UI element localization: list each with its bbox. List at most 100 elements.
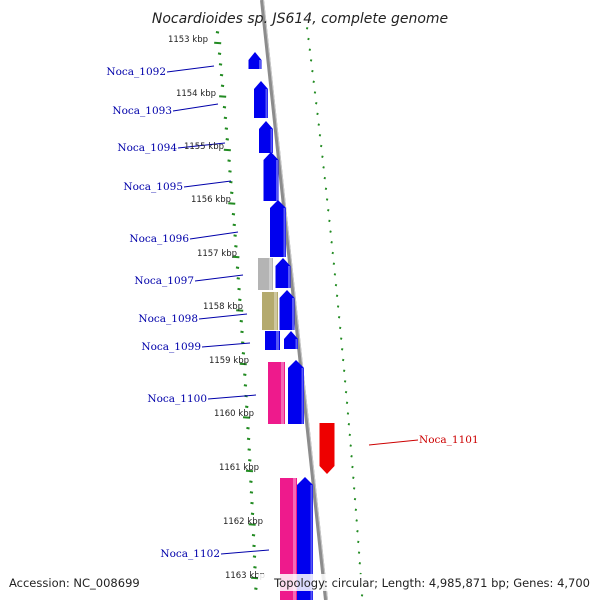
scale-tick xyxy=(337,315,341,319)
scale-tick xyxy=(250,512,255,516)
gene-noca-1101 xyxy=(319,423,335,474)
scale-tick xyxy=(316,112,319,116)
scale-tick xyxy=(324,187,328,191)
scale-tick xyxy=(253,566,257,569)
leader-noca-1099 xyxy=(201,342,251,348)
label-leader-lines xyxy=(166,65,419,555)
gene-noca-1093 xyxy=(254,81,268,118)
gene-features xyxy=(248,52,335,600)
scale-tick xyxy=(352,487,356,490)
scale-tick xyxy=(331,251,334,255)
gene-noca-1094 xyxy=(259,121,273,153)
scale-tick xyxy=(339,337,343,340)
scale-tick xyxy=(249,491,254,494)
gene-noca-1099-strand xyxy=(284,331,298,349)
scale-tick xyxy=(237,287,241,291)
scale-tick xyxy=(307,37,310,41)
gene-label-noca-1097[interactable]: Noca_1097 xyxy=(134,275,194,287)
gene-label-noca-1098[interactable]: Noca_1098 xyxy=(138,313,198,325)
scale-tick xyxy=(222,105,227,109)
scale-tick xyxy=(323,176,326,180)
scale-tick xyxy=(254,587,258,590)
scale-tick xyxy=(356,529,359,533)
scale-tick xyxy=(243,373,247,376)
scale-tick xyxy=(351,465,354,469)
scale-tick xyxy=(343,380,347,383)
scale-tick xyxy=(247,448,251,451)
gene-labels: Noca_1092 Noca_1093 Noca_1094 Noca_1095 … xyxy=(106,66,478,560)
scale-tick xyxy=(317,123,320,126)
scale-tick xyxy=(234,245,238,248)
scale-tick xyxy=(349,444,352,447)
scale-tick xyxy=(246,437,251,441)
scale-tick xyxy=(239,362,247,366)
gene-label-noca-1093[interactable]: Noca_1093 xyxy=(112,105,172,117)
gene-label-noca-1100[interactable]: Noca_1100 xyxy=(147,393,207,405)
leader-noca-1098 xyxy=(198,313,248,320)
scale-tick xyxy=(230,191,234,195)
scale-tick xyxy=(227,159,231,162)
scale-tick xyxy=(239,319,244,323)
scale-label: 1155 kbp xyxy=(184,142,224,152)
scale-tick xyxy=(353,497,357,501)
leader-noca-1094 xyxy=(177,142,226,149)
gene-label-noca-1094[interactable]: Noca_1094 xyxy=(117,142,177,154)
scale-tick xyxy=(347,422,351,426)
scale-tick xyxy=(219,73,224,77)
scale-label: 1160 kbp xyxy=(214,409,254,419)
scale-tick xyxy=(240,341,245,344)
gene-noca-1097-strand xyxy=(275,258,291,288)
scale-label: 1156 kbp xyxy=(191,195,231,205)
scale-labels: 1153 kbp 1154 kbp 1155 kbp 1156 kbp 1157… xyxy=(168,35,265,581)
scale-tick xyxy=(220,84,225,88)
map-title: Nocardioides sp. JS614, complete genome xyxy=(152,11,448,27)
scale-tick xyxy=(358,562,362,565)
gene-label-noca-1101[interactable]: Noca_1101 xyxy=(419,434,479,446)
gene-label-noca-1099[interactable]: Noca_1099 xyxy=(141,341,201,353)
scale-tick xyxy=(228,202,236,205)
leader-noca-1102 xyxy=(220,549,270,555)
scale-label: 1159 kbp xyxy=(209,356,249,366)
gene-label-noca-1092[interactable]: Noca_1092 xyxy=(106,66,166,78)
scale-tick xyxy=(346,412,350,415)
scale-tick xyxy=(325,198,329,201)
leader-noca-1093 xyxy=(172,103,219,112)
scale-tick xyxy=(329,230,332,233)
scale-label: 1163 kbp xyxy=(225,571,265,581)
scale-tick xyxy=(229,180,233,184)
scale-tick xyxy=(334,283,338,287)
scale-tick xyxy=(327,208,330,212)
leader-noca-1092 xyxy=(166,65,215,73)
gene-label-noca-1096[interactable]: Noca_1096 xyxy=(129,233,189,245)
gene-noca-1098-shine xyxy=(274,292,277,330)
scale-tick xyxy=(218,63,223,66)
scale-tick xyxy=(309,59,313,62)
gene-noca-1095 xyxy=(263,152,279,201)
scale-tick xyxy=(312,80,315,84)
scale-tick xyxy=(235,266,240,269)
scale-tick xyxy=(236,309,244,312)
gene-label-noca-1095[interactable]: Noca_1095 xyxy=(123,181,183,193)
scale-tick xyxy=(341,358,345,362)
topology-backdrop xyxy=(258,574,594,591)
accession-label: Accession: NC_008699 xyxy=(9,576,140,590)
scale-tick xyxy=(244,405,249,409)
scale-tick xyxy=(215,31,220,34)
scale-tick xyxy=(338,326,342,330)
scale-tick xyxy=(232,255,240,259)
scale-tick xyxy=(319,144,323,148)
scale-tick xyxy=(355,519,358,522)
scale-tick xyxy=(357,540,360,544)
scale-tick xyxy=(214,41,222,45)
scale-tick xyxy=(245,469,254,473)
scale-tick xyxy=(250,576,259,580)
scale-tick xyxy=(251,533,256,537)
scale-ticks-outer xyxy=(305,27,364,597)
scale-tick xyxy=(322,166,325,169)
scale-tick xyxy=(315,101,318,105)
scale-tick xyxy=(318,134,322,137)
gene-label-noca-1102[interactable]: Noca_1102 xyxy=(160,548,220,560)
gene-noca-1102 xyxy=(280,478,297,600)
topology-info: Topology: circular; Length: 4,985,871 bp… xyxy=(273,576,590,590)
